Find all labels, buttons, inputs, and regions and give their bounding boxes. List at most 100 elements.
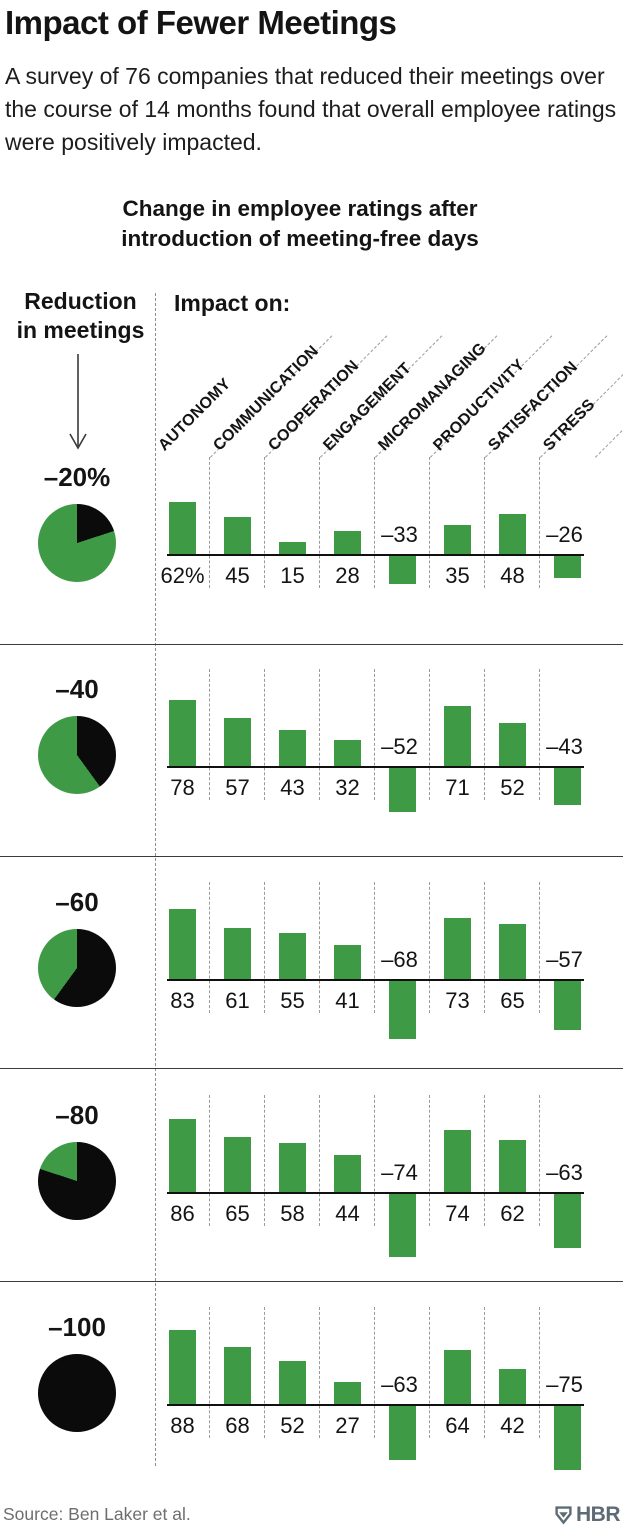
bar-value-label: –63 [381, 1372, 418, 1397]
bar-value-label: 65 [225, 1201, 250, 1226]
bar-positive [169, 1330, 196, 1405]
bar-positive [279, 1143, 306, 1193]
chart-title-line1: Change in employee ratings after [122, 196, 478, 221]
bar-value-label: 68 [225, 1413, 250, 1438]
column-separator [539, 882, 540, 1013]
bar-positive [334, 531, 361, 555]
bar-negative [554, 1194, 581, 1248]
column-separator [429, 1095, 430, 1226]
bar-value-label: 35 [445, 563, 470, 588]
bar-value-label: 71 [445, 775, 470, 800]
bar-positive [279, 542, 306, 555]
row-axis-baseline [167, 1404, 584, 1407]
bar-value-label: –74 [381, 1160, 418, 1185]
column-separator [374, 1307, 375, 1438]
column-separator [209, 1307, 210, 1438]
bar-positive [169, 1119, 196, 1193]
bar-value-label: –33 [381, 522, 418, 547]
bar-value-label: 62% [160, 563, 205, 588]
column-separator [264, 1307, 265, 1438]
bar-negative [389, 556, 416, 584]
bar-value-label: 55 [280, 988, 305, 1013]
pie-reduction-60 [38, 929, 116, 1007]
row-separator [0, 1068, 623, 1069]
bar-positive [224, 1347, 251, 1405]
row-separator [0, 1281, 623, 1282]
impact-on-label: Impact on: [174, 290, 291, 316]
column-separator [319, 457, 320, 588]
column-separator [374, 882, 375, 1013]
bar-value-label: 28 [335, 563, 360, 588]
bar-value-label: 32 [335, 775, 360, 800]
row-separator [0, 644, 623, 645]
bar-value-label: –43 [546, 734, 583, 759]
column-separator [484, 882, 485, 1013]
bar-value-label: –26 [546, 522, 583, 547]
bar-value-label: 62 [500, 1201, 525, 1226]
bar-positive [334, 1155, 361, 1193]
bar-value-label: 41 [335, 988, 360, 1013]
bar-value-label: 43 [280, 775, 305, 800]
hbr-logo-text: HBR [576, 1503, 621, 1526]
pie-reduction-label: –40 [55, 674, 99, 704]
source-credit: Source: Ben Laker et al. [3, 1504, 191, 1524]
row-axis-baseline [167, 979, 584, 982]
bar-value-label: 57 [225, 775, 250, 800]
pie-reduction-40 [38, 716, 116, 794]
bar-positive [444, 1350, 471, 1405]
bar-value-label: 42 [500, 1413, 525, 1438]
page-title: Impact of Fewer Meetings [5, 4, 397, 41]
column-separator [264, 1095, 265, 1226]
bar-positive [499, 514, 526, 555]
bar-value-label: –52 [381, 734, 418, 759]
bar-negative [389, 981, 416, 1039]
column-separator [319, 1307, 320, 1438]
page-subtitle: A survey of 76 companies that reduced th… [5, 63, 617, 155]
bar-negative [389, 768, 416, 812]
bar-value-label: 73 [445, 988, 470, 1013]
bar-positive [224, 1137, 251, 1193]
bar-value-label: 86 [170, 1201, 195, 1226]
column-separator [484, 669, 485, 800]
bar-positive [279, 933, 306, 980]
bar-positive [444, 706, 471, 767]
column-separator [319, 1095, 320, 1226]
bar-value-label: 45 [225, 563, 250, 588]
bar-positive [224, 718, 251, 767]
chart-title-line2: introduction of meeting-free days [121, 226, 479, 251]
column-separator [539, 1307, 540, 1438]
bar-value-label: 27 [335, 1413, 360, 1438]
bar-positive [444, 1130, 471, 1193]
column-separator [264, 457, 265, 588]
reduction-axis-label: Reduction in meetings [8, 287, 153, 345]
bar-positive [279, 730, 306, 767]
column-separator [319, 669, 320, 800]
bar-positive [334, 740, 361, 767]
column-separator [374, 457, 375, 588]
column-separator [209, 669, 210, 800]
reduction-axis-label-line1: Reduction [24, 288, 137, 314]
bar-value-label: 15 [280, 563, 305, 588]
bar-positive [334, 1382, 361, 1405]
bar-positive [499, 924, 526, 980]
bar-value-label: –57 [546, 947, 583, 972]
bar-value-label: 58 [280, 1201, 305, 1226]
bar-value-label: 52 [500, 775, 525, 800]
column-separator [209, 1095, 210, 1226]
column-separator [429, 1307, 430, 1438]
bar-negative [554, 768, 581, 805]
column-separator [429, 669, 430, 800]
column-separator [484, 457, 485, 588]
row-axis-baseline [167, 554, 584, 557]
bar-value-label: 78 [170, 775, 195, 800]
bar-positive [169, 909, 196, 980]
down-arrow-icon [69, 354, 87, 450]
reduction-axis-label-line2: in meetings [16, 317, 145, 343]
column-separator [429, 457, 430, 588]
pie-reduction-label: –100 [48, 1312, 106, 1342]
bar-value-label: 88 [170, 1413, 195, 1438]
reduction-impact-divider [155, 293, 156, 1466]
bar-negative [554, 981, 581, 1030]
hbr-shield-icon [555, 1505, 572, 1525]
